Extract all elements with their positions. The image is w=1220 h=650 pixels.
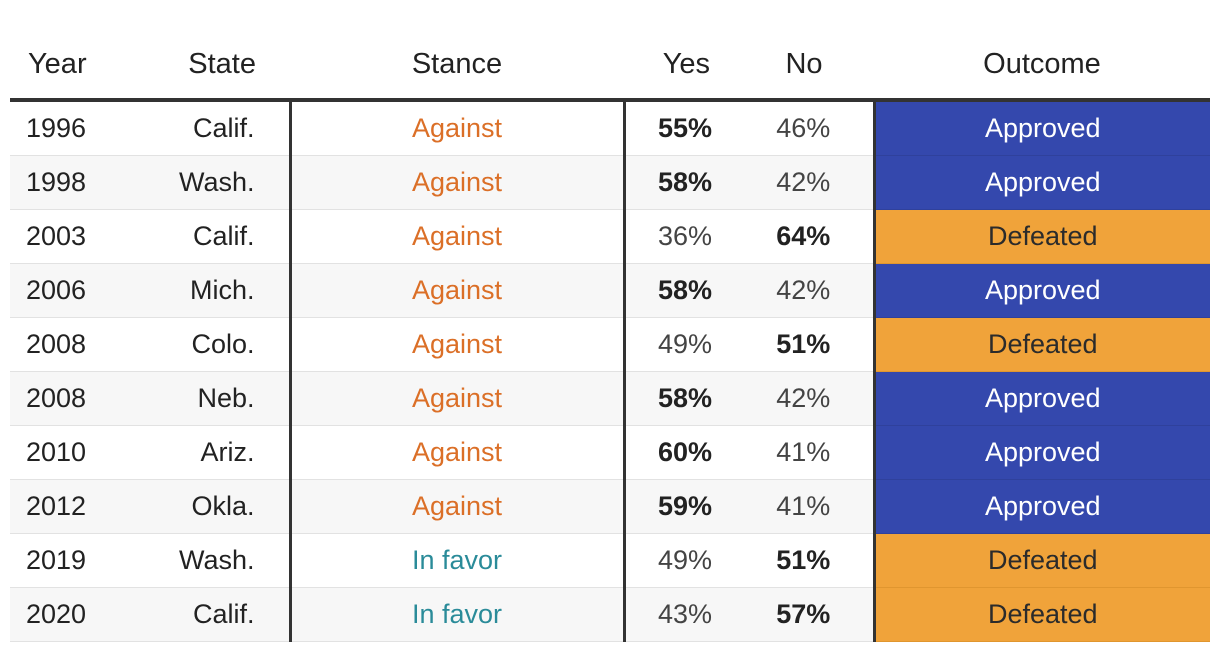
cell-state: Mich. xyxy=(100,263,290,318)
table-row: 2006 Mich. Against 58% 42% Approved xyxy=(10,263,1210,318)
cell-no: 51% xyxy=(734,317,874,372)
cell-outcome: Approved xyxy=(872,100,1210,156)
cell-year: 1998 xyxy=(10,155,100,210)
cell-year: 2008 xyxy=(10,317,100,372)
cell-yes: 55% xyxy=(622,100,734,156)
cell-no: 41% xyxy=(734,479,874,534)
cell-yes: 58% xyxy=(622,155,734,210)
table-body: 1996 Calif. Against 55% 46% Approved 1998 Wash.… xyxy=(10,100,1210,642)
cell-yes: 49% xyxy=(622,533,734,588)
header-year: Year xyxy=(10,30,100,102)
cell-yes: 49% xyxy=(622,317,734,372)
cell-state: Calif. xyxy=(100,100,290,156)
cell-yes: 60% xyxy=(622,425,734,480)
cell-outcome: Approved xyxy=(872,479,1210,534)
cell-no: 57% xyxy=(734,587,874,642)
cell-outcome: Defeated xyxy=(872,317,1210,372)
cell-stance: Against xyxy=(288,371,624,426)
cell-yes: 43% xyxy=(622,587,734,642)
table-row: 2020 Calif. In favor 43% 57% Defeated xyxy=(10,587,1210,642)
cell-state: Calif. xyxy=(100,209,290,264)
cell-year: 2010 xyxy=(10,425,100,480)
cell-state: Ariz. xyxy=(100,425,290,480)
cell-year: 2012 xyxy=(10,479,100,534)
table-row: 2003 Calif. Against 36% 64% Defeated xyxy=(10,209,1210,264)
cell-outcome: Approved xyxy=(872,425,1210,480)
cell-outcome: Approved xyxy=(872,371,1210,426)
table-row: 1996 Calif. Against 55% 46% Approved xyxy=(10,100,1210,156)
header-yes: Yes xyxy=(624,30,734,102)
cell-year: 2003 xyxy=(10,209,100,264)
cell-no: 42% xyxy=(734,263,874,318)
cell-stance: In favor xyxy=(288,533,624,588)
cell-stance: Against xyxy=(288,479,624,534)
ballot-results-table-container: Year State Stance Yes No Outcome 1996 Cal… xyxy=(10,30,1210,642)
cell-year: 2006 xyxy=(10,263,100,318)
cell-year: 1996 xyxy=(10,100,100,156)
cell-no: 64% xyxy=(734,209,874,264)
cell-no: 51% xyxy=(734,533,874,588)
ballot-results-table: Year State Stance Yes No Outcome 1996 Cal… xyxy=(10,30,1210,642)
table-row: 2010 Ariz. Against 60% 41% Approved xyxy=(10,425,1210,480)
table-row: 2019 Wash. In favor 49% 51% Defeated xyxy=(10,533,1210,588)
header-stance: Stance xyxy=(290,30,624,102)
cell-stance: Against xyxy=(288,155,624,210)
header-state: State xyxy=(100,30,290,102)
table-row: 2008 Colo. Against 49% 51% Defeated xyxy=(10,317,1210,372)
cell-state: Colo. xyxy=(100,317,290,372)
header-no: No xyxy=(734,30,874,102)
cell-outcome: Defeated xyxy=(872,587,1210,642)
cell-stance: In favor xyxy=(288,587,624,642)
cell-outcome: Defeated xyxy=(872,533,1210,588)
cell-state: Okla. xyxy=(100,479,290,534)
cell-no: 46% xyxy=(734,100,874,156)
cell-year: 2020 xyxy=(10,587,100,642)
cell-no: 42% xyxy=(734,155,874,210)
cell-state: Wash. xyxy=(100,533,290,588)
cell-year: 2008 xyxy=(10,371,100,426)
header-outcome: Outcome xyxy=(874,30,1210,102)
cell-yes: 36% xyxy=(622,209,734,264)
cell-outcome: Approved xyxy=(872,155,1210,210)
cell-stance: Against xyxy=(288,209,624,264)
cell-stance: Against xyxy=(288,317,624,372)
cell-stance: Against xyxy=(288,100,624,156)
table-row: 2008 Neb. Against 58% 42% Approved xyxy=(10,371,1210,426)
cell-year: 2019 xyxy=(10,533,100,588)
cell-outcome: Approved xyxy=(872,263,1210,318)
cell-yes: 58% xyxy=(622,263,734,318)
table-row: 2012 Okla. Against 59% 41% Approved xyxy=(10,479,1210,534)
cell-no: 41% xyxy=(734,425,874,480)
cell-stance: Against xyxy=(288,263,624,318)
cell-outcome: Defeated xyxy=(872,209,1210,264)
table-row: 1998 Wash. Against 58% 42% Approved xyxy=(10,155,1210,210)
cell-stance: Against xyxy=(288,425,624,480)
cell-yes: 58% xyxy=(622,371,734,426)
cell-state: Calif. xyxy=(100,587,290,642)
cell-state: Wash. xyxy=(100,155,290,210)
cell-state: Neb. xyxy=(100,371,290,426)
cell-no: 42% xyxy=(734,371,874,426)
header-row: Year State Stance Yes No Outcome xyxy=(10,30,1210,102)
cell-yes: 59% xyxy=(622,479,734,534)
